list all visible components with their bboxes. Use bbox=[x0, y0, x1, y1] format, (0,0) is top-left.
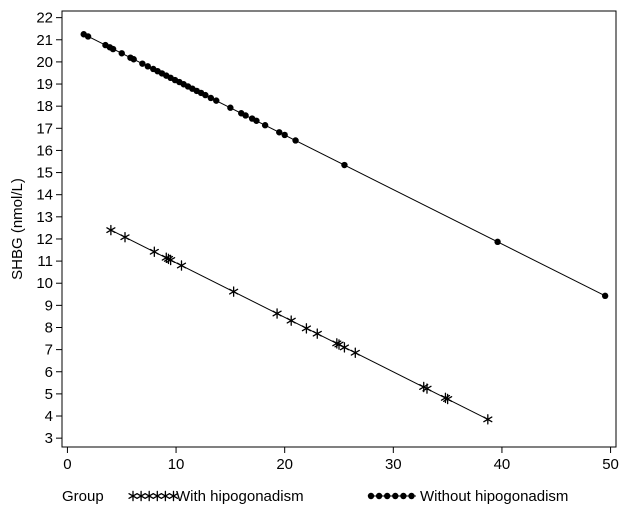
legend: Group With hipogonadism Without hipogonad… bbox=[62, 488, 568, 505]
y-tick-label: 16 bbox=[36, 142, 53, 159]
series-1-point bbox=[106, 224, 116, 236]
y-tick-label: 5 bbox=[45, 386, 53, 403]
series-1-point bbox=[339, 342, 350, 353]
series-2-point bbox=[292, 137, 299, 144]
legend-marker bbox=[144, 490, 154, 502]
series-2-point bbox=[494, 238, 501, 246]
legend-marker bbox=[367, 492, 375, 500]
legend-marker bbox=[160, 490, 171, 502]
series-2-point bbox=[227, 104, 234, 111]
y-tick-label: 15 bbox=[36, 165, 53, 182]
legend-label: Without hipogonadism bbox=[420, 488, 568, 505]
series-1-point bbox=[442, 393, 453, 405]
legend-marker bbox=[400, 492, 407, 500]
legend-marker bbox=[128, 490, 138, 502]
series-1-point bbox=[350, 347, 360, 358]
series-2-point bbox=[84, 33, 92, 40]
y-tick-label: 9 bbox=[45, 297, 53, 314]
y-tick-label: 18 bbox=[36, 98, 53, 115]
series-1-point bbox=[483, 414, 493, 425]
legend-marker bbox=[384, 492, 391, 500]
series-1-point bbox=[422, 383, 432, 394]
series-2-point bbox=[276, 129, 283, 136]
series-1-point bbox=[165, 254, 176, 266]
y-tick-label: 12 bbox=[36, 231, 53, 248]
series-2-point bbox=[207, 94, 215, 102]
series-2-point bbox=[253, 117, 260, 124]
y-tick-label: 7 bbox=[45, 342, 53, 359]
series-1-point bbox=[120, 231, 130, 243]
legend-title: Group bbox=[62, 488, 104, 505]
series-2-point bbox=[261, 122, 269, 129]
series-1-point bbox=[272, 308, 282, 319]
series-2-point bbox=[601, 292, 609, 300]
legend-marker bbox=[375, 492, 383, 500]
y-tick-label: 20 bbox=[36, 54, 53, 71]
y-axis-title: SHBG (nmol/L) bbox=[9, 178, 26, 280]
legend-label: With hipogonadism bbox=[176, 488, 304, 505]
y-tick-label: 8 bbox=[45, 319, 53, 336]
series-1-point bbox=[149, 246, 159, 258]
series-2-point bbox=[144, 63, 152, 70]
series-1-point bbox=[301, 323, 312, 334]
legend-marker bbox=[136, 490, 146, 502]
y-tick-label: 6 bbox=[45, 364, 53, 381]
x-tick-label: 0 bbox=[63, 456, 71, 473]
legend-marker bbox=[392, 492, 399, 500]
x-tick-label: 30 bbox=[385, 456, 402, 473]
y-tick-label: 22 bbox=[36, 10, 53, 27]
series-2-point bbox=[139, 60, 146, 67]
y-tick-label: 11 bbox=[37, 253, 53, 270]
series-1-point bbox=[312, 328, 322, 339]
y-tick-label: 17 bbox=[36, 120, 53, 137]
y-tick-label: 13 bbox=[36, 209, 53, 226]
series-1-point bbox=[286, 315, 296, 326]
series-2-point bbox=[281, 131, 288, 139]
plot-area bbox=[80, 31, 609, 425]
series-2-point bbox=[130, 56, 137, 63]
legend-marker bbox=[408, 492, 415, 500]
y-axis: 3 4 5 6 7 8 9 10 11 12 13 14 15 16 17 18 19 20 21 22 bbox=[36, 10, 62, 447]
legend-marker bbox=[168, 490, 179, 502]
y-tick-label: 3 bbox=[45, 430, 53, 447]
series-2-point bbox=[242, 112, 249, 119]
y-tick-label: 14 bbox=[36, 187, 53, 204]
x-tick-label: 10 bbox=[168, 456, 185, 473]
x-tick-label: 20 bbox=[276, 456, 293, 473]
plot-frame bbox=[61, 10, 617, 448]
x-axis: 0 10 20 30 40 50 bbox=[63, 447, 619, 473]
series-2-point bbox=[341, 161, 348, 169]
series-1-point bbox=[176, 260, 187, 271]
series-2-point bbox=[213, 97, 220, 104]
y-tick-label: 21 bbox=[36, 32, 53, 49]
series-2-point bbox=[109, 45, 117, 53]
series-1-point bbox=[228, 286, 239, 297]
legend-marker bbox=[152, 490, 162, 502]
y-tick-label: 4 bbox=[45, 408, 53, 425]
series-2-point bbox=[202, 91, 209, 99]
y-tick-label: 10 bbox=[36, 275, 53, 292]
y-tick-label: 19 bbox=[36, 76, 53, 93]
x-tick-label: 50 bbox=[602, 456, 619, 473]
x-tick-label: 40 bbox=[494, 456, 511, 473]
series-2-point bbox=[118, 50, 125, 57]
